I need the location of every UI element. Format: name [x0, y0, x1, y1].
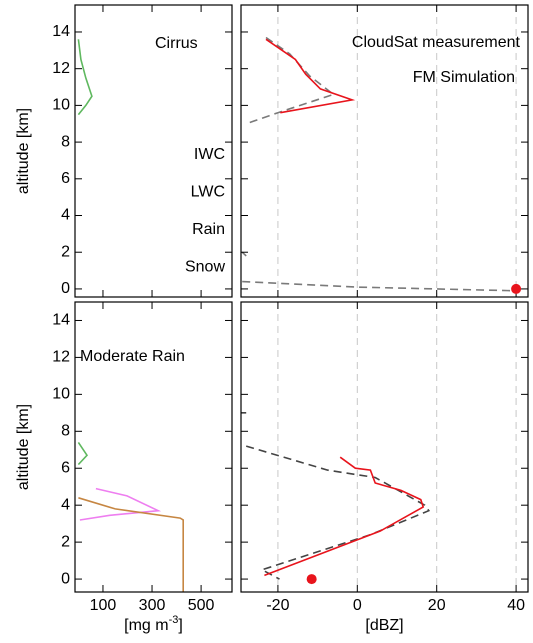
surface-marker: [306, 574, 317, 585]
x-tick-label: 500: [188, 597, 215, 614]
y-tick-label: 8: [61, 423, 70, 440]
profile-line: [264, 456, 425, 577]
x-tick-label: -20: [266, 597, 289, 614]
y-tick-label: 4: [61, 207, 70, 224]
y-axis-label: altitude [km]: [15, 404, 32, 490]
y-tick-label: 0: [61, 280, 70, 297]
y-tick-label: 12: [52, 60, 70, 77]
x-axis-label: [mg m-3]: [124, 614, 183, 634]
y-axis-label: altitude [km]: [15, 108, 32, 194]
y-tick-label: 6: [61, 170, 70, 187]
x-axis-label-sup: -3: [169, 614, 179, 626]
surface-marker: [511, 283, 522, 294]
plot-area: [241, 302, 517, 592]
y-tick-label: 12: [52, 349, 70, 366]
panel-frame: [240, 4, 529, 298]
y-tick-label: 14: [52, 23, 70, 40]
profile-line: [77, 39, 93, 116]
panel-frame: [74, 4, 233, 298]
y-tick-label: 0: [61, 570, 70, 587]
plot-area: [77, 39, 93, 116]
profile-line: [77, 441, 89, 466]
x-tick-label: 300: [139, 597, 166, 614]
y-tick-label: 2: [61, 243, 70, 260]
y-tick-label: 6: [61, 459, 70, 476]
legend-entry: CloudSat measurement: [352, 34, 521, 51]
legend-entry: LWC: [191, 184, 225, 201]
legend-entry: IWC: [194, 146, 225, 163]
x-axis-label-part: [mg m: [124, 617, 168, 634]
profile-line: [79, 487, 162, 521]
y-tick-label: 10: [52, 97, 70, 114]
x-axis-label-part: ]: [178, 617, 182, 634]
panel-title: Cirrus: [155, 35, 198, 52]
profile-line: [78, 497, 184, 592]
x-tick-label: 40: [507, 597, 525, 614]
profile-line: [241, 36, 517, 292]
legend-entry: Snow: [185, 259, 225, 276]
profile-line: [265, 38, 356, 114]
y-tick-label: 8: [61, 133, 70, 150]
y-tick-label: 10: [52, 386, 70, 403]
plot-area: [241, 5, 517, 297]
profile-line: [241, 412, 431, 580]
y-tick-label: 2: [61, 533, 70, 550]
y-tick-label: 14: [52, 312, 70, 329]
panel-title: Moderate Rain: [80, 348, 185, 365]
legend-entry: FM Simulation: [413, 69, 515, 86]
x-tick-label: 100: [90, 597, 117, 614]
plot-area: [77, 441, 184, 592]
y-tick-label: 4: [61, 496, 70, 513]
panel-frame: [240, 301, 529, 593]
x-axis-label: [dBZ]: [365, 617, 403, 634]
x-axis-label-part: [dBZ]: [365, 617, 403, 634]
x-tick-label: 20: [428, 597, 446, 614]
legend-entry: Rain: [192, 221, 225, 238]
x-tick-label: 0: [353, 597, 362, 614]
panel-frame: [74, 301, 233, 593]
